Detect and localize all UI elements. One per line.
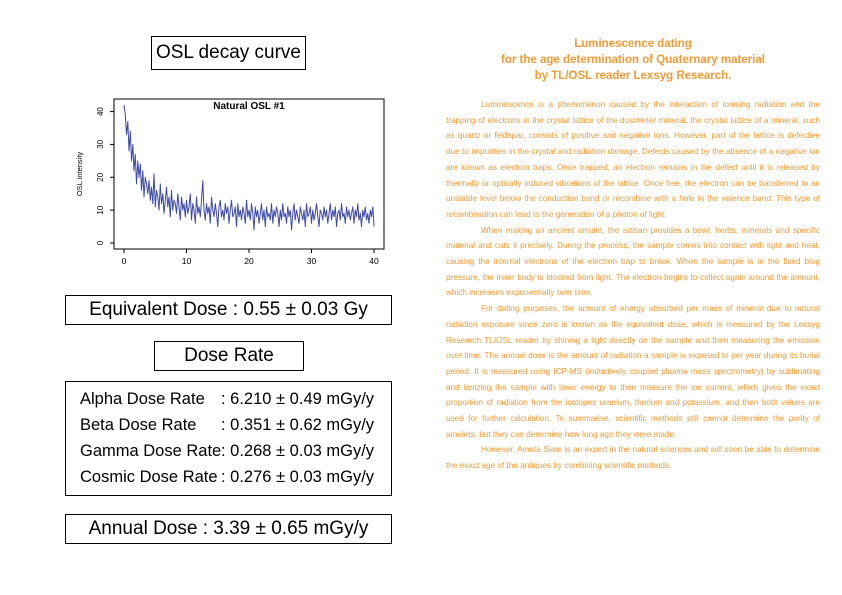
rate-value: : 6.210 ± 0.49 mGy/y [221, 390, 375, 408]
y-tick-label: 20 [96, 172, 105, 181]
beta-dose-rate-row: Beta Dose Rate : 0.351 ± 0.62 mGy/y [80, 416, 374, 435]
alpha-dose-rate-row: Alpha Dose Rate : 6.210 ± 0.49 mGy/y [80, 390, 374, 409]
x-tick-label: 0 [122, 256, 127, 266]
osl-chart: Natural OSL #1 OSL intensity 0 10 20 30 40 0 10 2… [75, 98, 385, 266]
dose-rate-table: Alpha Dose Rate : 6.210 ± 0.49 mGy/y Beta… [65, 381, 392, 496]
paragraph: When making an ancient amulet, the artis… [446, 225, 820, 298]
cosmic-dose-rate-row: Cosmic Dose Rate: 0.276 ± 0.03 mGy/y [80, 468, 374, 487]
rate-label: Cosmic Dose Rate [80, 468, 218, 486]
y-tick-label: 0 [96, 240, 105, 245]
osl-series-line [123, 104, 375, 231]
article-body: Luminescence is a phenomenon caused by t… [446, 97, 820, 474]
x-tick-label: 10 [182, 256, 192, 266]
annual-dose-box: Annual Dose : 3.39 ± 0.65 mGy/y [65, 514, 392, 544]
heading-line: by TL/OSL reader Lexsyg Research. [534, 70, 732, 82]
paragraph: For dating purposes, the amount of energ… [446, 304, 820, 439]
x-tick-label: 30 [307, 256, 317, 266]
y-tick-label: 10 [96, 205, 105, 214]
paragraph: Luminescence is a phenomenon caused by t… [446, 100, 820, 219]
chart-title: Natural OSL #1 [213, 101, 285, 112]
heading-line: Luminescence dating [574, 38, 692, 50]
y-tick-label: 40 [96, 107, 105, 116]
rate-label: Alpha Dose Rate [80, 390, 205, 408]
osl-decay-curve-title: OSL decay curve [151, 36, 306, 70]
gamma-dose-rate-row: Gamma Dose Rate: 0.268 ± 0.03 mGy/y [80, 442, 374, 461]
equivalent-dose-box: Equivalent Dose : 0.55 ± 0.03 Gy [65, 295, 392, 325]
x-tick-label: 20 [244, 256, 254, 266]
rate-label: Gamma Dose Rate [80, 442, 222, 460]
dose-rate-title: Dose Rate [154, 341, 304, 371]
rate-label: Beta Dose Rate [80, 416, 197, 434]
rate-value: : 0.351 ± 0.62 mGy/y [221, 416, 375, 434]
x-tick-label: 40 [369, 256, 379, 266]
paragraph: However, Amata Siam is an expert in the … [446, 445, 820, 471]
article-heading: Luminescence dating for the age determin… [446, 36, 820, 84]
rate-value: : 0.268 ± 0.03 mGy/y [221, 442, 375, 460]
y-axis-label: OSL intensity [75, 152, 84, 197]
y-tick-label: 30 [96, 139, 105, 148]
rate-value: : 0.276 ± 0.03 mGy/y [221, 468, 375, 486]
heading-line: for the age determination of Quaternary … [501, 54, 765, 66]
